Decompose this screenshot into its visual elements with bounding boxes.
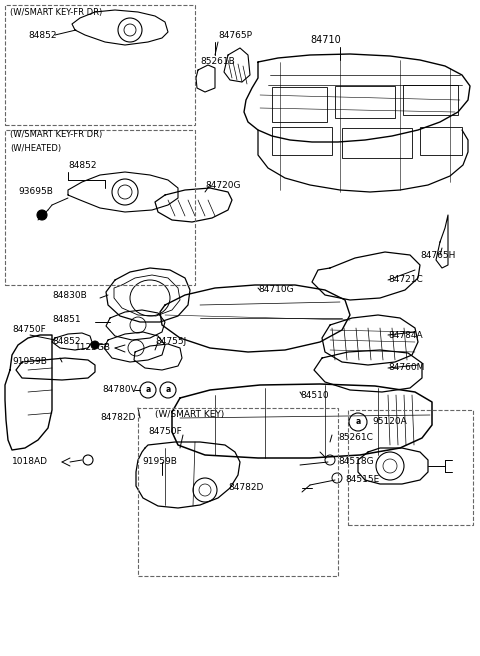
Text: a: a [166,386,170,394]
Bar [5,130,195,285]
Bar [272,87,327,122]
Text: a: a [355,417,360,426]
Text: 84710G: 84710G [258,285,294,295]
Bar [5,5,195,125]
Text: (W/SMART KEY-FR DR): (W/SMART KEY-FR DR) [10,7,102,16]
Bar [272,127,332,155]
Text: 84830B: 84830B [52,291,87,300]
Text: (W/SMART KEY): (W/SMART KEY) [155,411,224,419]
Text: 84782D: 84782D [100,413,135,422]
Text: 85261C: 85261C [338,434,373,443]
Text: 84720G: 84720G [205,180,240,190]
Text: 84750F: 84750F [12,325,46,335]
Text: 84510: 84510 [300,390,329,400]
Text: 1125GB: 1125GB [75,344,111,352]
Text: (W/HEATED): (W/HEATED) [10,144,61,152]
Text: 95120A: 95120A [372,417,407,426]
Circle shape [37,210,47,220]
Text: 84515E: 84515E [345,476,379,485]
Text: 84782D: 84782D [228,483,264,493]
Circle shape [91,341,99,349]
Text: 84765H: 84765H [420,251,456,260]
Text: 85261B: 85261B [200,58,235,66]
Text: 84852: 84852 [52,337,81,346]
Text: 1018AD: 1018AD [12,457,48,466]
Text: (W/SMART KEY-FR DR): (W/SMART KEY-FR DR) [10,131,102,140]
Text: 84755J: 84755J [155,337,186,346]
Text: 84780V: 84780V [102,386,137,394]
Text: 84760M: 84760M [388,363,424,373]
Text: 84721C: 84721C [388,276,423,285]
Bar [138,408,338,576]
Text: 84852: 84852 [68,161,96,169]
Text: 91959B: 91959B [142,457,177,466]
Text: 84852: 84852 [28,30,57,39]
Bar [420,127,462,155]
Text: 93695B: 93695B [18,188,53,197]
Bar [348,410,473,525]
Text: 84784A: 84784A [388,331,422,340]
Bar [335,86,395,118]
Text: 84750F: 84750F [148,428,182,436]
Text: 84710: 84710 [310,35,341,45]
Text: 91959B: 91959B [12,358,47,367]
Text: a: a [145,386,151,394]
Text: 84851: 84851 [52,316,81,325]
Bar [342,128,412,158]
Text: 84518G: 84518G [338,457,373,466]
Bar [403,85,458,115]
Text: 84765P: 84765P [218,30,252,39]
